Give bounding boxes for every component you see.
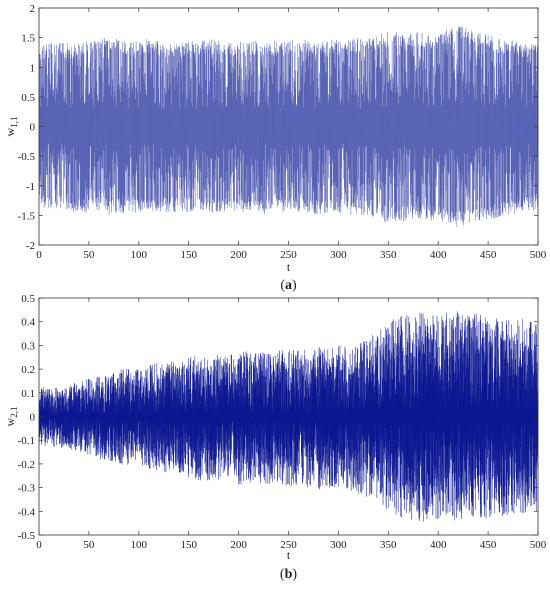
y-tick-label: -0.2 [18,459,35,471]
x-tick-label: 50 [83,249,95,261]
x-tick-label: 350 [380,249,397,261]
series-line [38,26,539,227]
panel-a-y-ticks: -2 -1.5 -1 -0.5 0 0.5 1 1.5 2 [18,3,538,252]
panel-b-y-axis-label-main: w [3,417,17,426]
x-tick-label: 250 [280,539,297,551]
panel-b-chart: 0 50 100 150 200 250 300 350 400 450 500 -0.5-0.4-… [3,293,547,582]
panel-b-y-ticks: -0.5 -0.4 -0.3 -0.2 -0.1 0 0.1 0.2 0.3 0.4 0.5 [18,293,538,542]
y-tick-label: -0.3 [18,483,36,495]
x-tick-label: 0 [36,249,42,261]
x-tick-label: 300 [330,539,347,551]
y-tick-label: 2 [30,3,36,15]
y-tick-label: 0.1 [21,388,35,400]
x-tick-label: 500 [530,249,547,261]
panel-a-y-axis-label: w1,1 [3,117,19,137]
x-tick-label: 100 [131,249,148,261]
x-tick-label: 450 [480,249,497,261]
y-tick-label: -0.5 [18,530,36,542]
panel-a-caption: (a) [280,278,297,293]
panel-a-x-axis-label: t [287,260,291,274]
x-tick-label: 500 [530,539,547,551]
y-tick-label: 0 [30,122,36,134]
x-tick-label: 50 [83,539,95,551]
x-tick-label: 100 [131,539,148,551]
y-tick-label: -1 [26,181,35,193]
panel-b-y-axis-label: w2,1 [3,407,19,427]
panel-a-x-ticks: 0 50 100 150 200 250 300 350 400 450 500 [36,8,547,261]
x-tick-label: 250 [280,249,297,261]
x-tick-label: 200 [230,539,247,551]
panel-b-x-ticks: 0 50 100 150 200 250 300 350 400 450 500 [36,298,547,551]
panel-a-series-w11 [38,26,539,227]
y-tick-label: 0.5 [21,293,35,305]
panel-b-x-axis-label: t [287,548,291,562]
y-tick-label: -2 [26,240,35,252]
panel-b-caption-letter: b [285,567,293,582]
y-tick-label: -0.5 [18,151,36,163]
panel-b-y-axis-label-sub: 2,1 [9,407,19,418]
x-tick-label: 200 [230,249,247,261]
x-tick-label: 150 [180,249,197,261]
panel-a-y-axis-label-main: w [3,127,17,136]
y-tick-label: 0.3 [21,340,35,352]
x-tick-label: 450 [480,539,497,551]
y-tick-label: 1 [30,62,36,74]
x-tick-label: 400 [430,249,447,261]
y-tick-label: 1.5 [21,33,35,45]
panel-b-caption: (b) [280,567,297,582]
y-tick-label: 0.5 [21,92,35,104]
x-tick-label: 350 [380,539,397,551]
x-tick-label: 300 [330,249,347,261]
y-tick-label: 0.4 [21,317,35,329]
y-tick-label: -0.4 [18,506,36,518]
x-tick-label: 150 [180,539,197,551]
panel-a-y-axis-label-sub: 1,1 [9,117,19,128]
panel-b-series-w21 [38,311,539,522]
x-tick-label: 0 [36,539,42,551]
y-tick-label: -1.5 [18,210,36,222]
y-tick-label: -0.1 [18,435,35,447]
series-line [38,311,539,522]
x-tick-label: 400 [430,539,447,551]
panel-a-chart: 0 50 100 150 200 250 300 350 400 450 500 -2-1.5-1-… [3,3,547,293]
panel-a-caption-letter: a [285,278,292,293]
y-tick-label: 0 [30,412,36,424]
y-tick-label: 0.2 [21,364,35,376]
